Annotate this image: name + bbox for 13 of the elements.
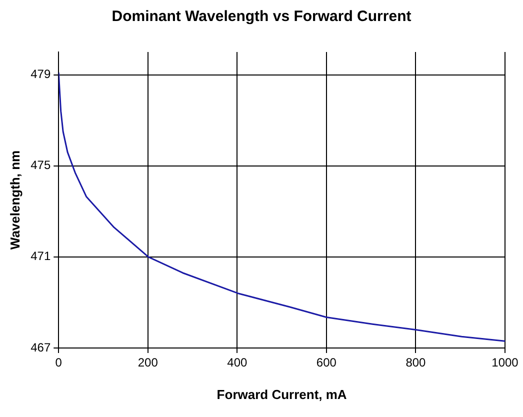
x-axis-title: Forward Current, mA bbox=[216, 386, 348, 402]
y-tick-label: 467 bbox=[30, 340, 51, 354]
x-tick-label: 200 bbox=[138, 356, 158, 370]
x-tick-label: 600 bbox=[316, 356, 337, 370]
y-tick-label: 479 bbox=[30, 67, 51, 82]
y-axis-title: Wavelength, nm bbox=[7, 150, 22, 250]
x-tick-label: 800 bbox=[406, 356, 426, 370]
y-tick-label: 471 bbox=[30, 249, 51, 264]
chart-title: Dominant Wavelength vs Forward Current bbox=[110, 8, 412, 25]
y-tick-label: 475 bbox=[30, 158, 51, 172]
x-tick-label: 1000 bbox=[492, 356, 519, 370]
x-tick-label: 400 bbox=[227, 356, 248, 370]
x-tick-label: 0 bbox=[55, 356, 62, 370]
